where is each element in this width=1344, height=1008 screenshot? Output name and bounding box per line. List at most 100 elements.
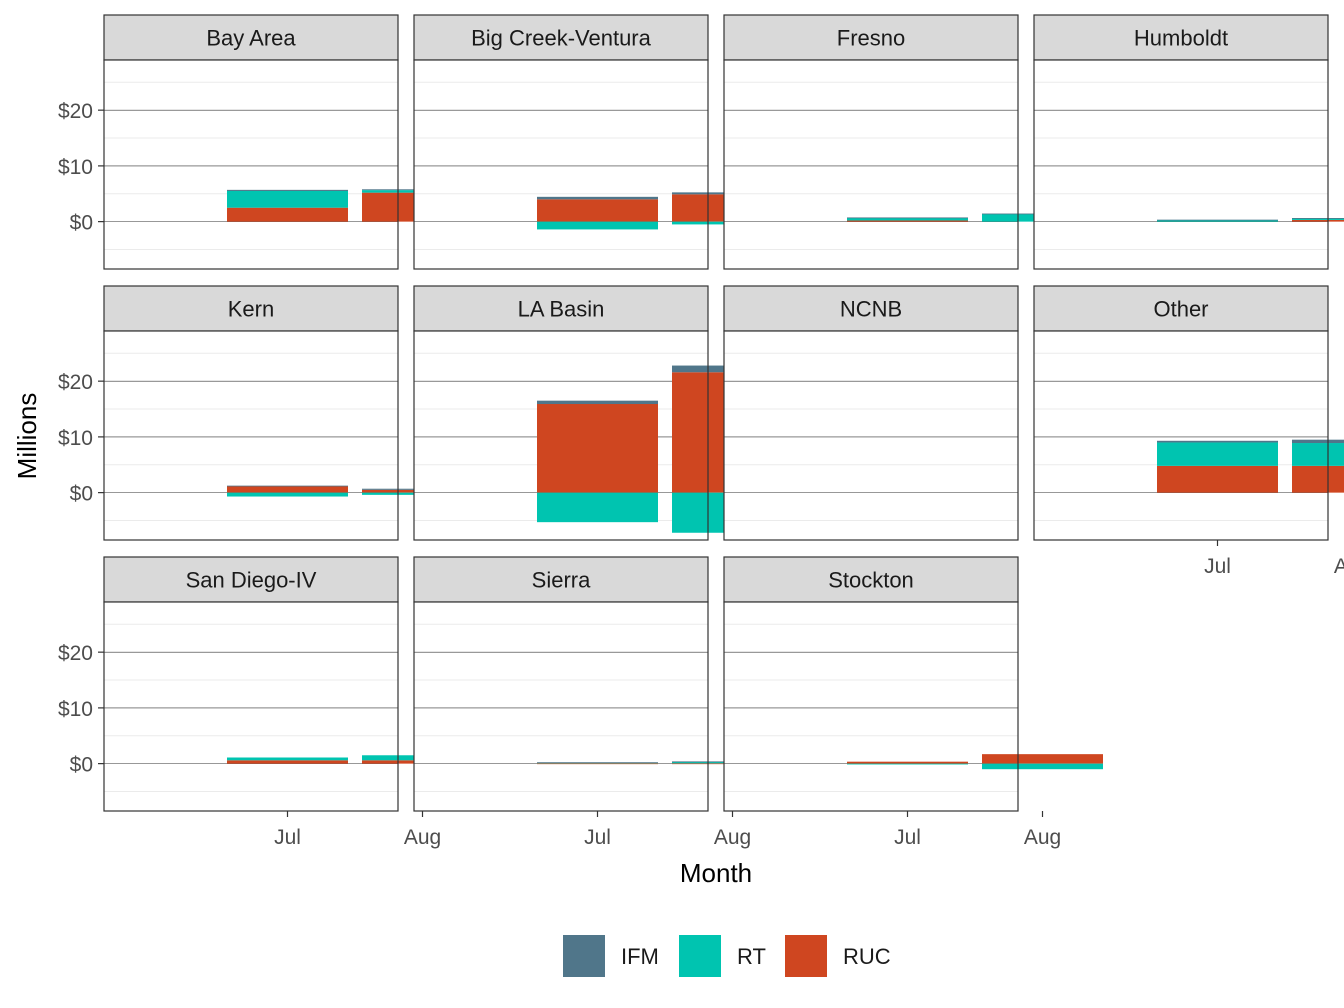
bar-other-aug-ifm xyxy=(1292,439,1344,444)
plot-area xyxy=(724,60,1018,269)
panel-border xyxy=(1033,59,1329,270)
bar-stockton-aug-rt xyxy=(982,763,1103,770)
plot-area xyxy=(724,602,1018,811)
x-tick-label: Aug xyxy=(404,826,441,849)
facet-strip-label: LA Basin xyxy=(518,297,605,322)
bar-la-basin-jul-ruc xyxy=(537,404,658,493)
bar-bay-area-jul-ifm xyxy=(227,189,348,191)
plot-area xyxy=(104,331,398,540)
bar-humboldt-jul-rt xyxy=(1157,219,1278,222)
facet-strip xyxy=(1033,14,1329,61)
facet-panel-sierra: Sierra xyxy=(413,556,793,812)
x-tick-label: Aug xyxy=(714,826,751,849)
bar-san-diego-iv-jul-rt xyxy=(227,757,348,761)
plot-area xyxy=(1034,331,1328,540)
panel-border xyxy=(103,59,399,270)
facet-strip-label: Humboldt xyxy=(1134,26,1228,51)
facet-strip xyxy=(723,14,1019,61)
facet-panel-san-diego-iv: San Diego-IV xyxy=(103,556,483,812)
facet-strip-label: NCNB xyxy=(840,297,902,322)
x-tick-label: Jul xyxy=(584,826,611,849)
facet-panel-ncnb: NCNB xyxy=(723,285,1019,541)
legend-label-ruc: RUC xyxy=(843,944,891,969)
bar-big-creek-ventura-jul-ifm xyxy=(537,196,658,200)
bar-humboldt-aug-ifm xyxy=(1292,218,1344,219)
facet-strip xyxy=(1033,285,1329,332)
facet-strip-label: San Diego-IV xyxy=(186,568,317,593)
y-tick-label: $0 xyxy=(70,754,93,777)
y-tick-label: $20 xyxy=(58,100,93,123)
plot-area xyxy=(724,331,1018,540)
plot-area xyxy=(414,602,708,811)
panel-border xyxy=(723,59,1019,270)
legend-item-ruc: RUC xyxy=(785,935,891,977)
facet-strip-label: Kern xyxy=(228,297,274,322)
panel-border xyxy=(103,330,399,541)
bar-humboldt-aug-ruc xyxy=(1292,219,1344,222)
facet-strip-label: Sierra xyxy=(532,568,591,593)
bar-stockton-jul-ruc xyxy=(847,761,968,764)
bar-big-creek-ventura-jul-ruc xyxy=(537,199,658,222)
bar-bay-area-jul-ruc xyxy=(227,207,348,222)
bar-other-jul-rt xyxy=(1157,442,1278,466)
x-tick-label: Jul xyxy=(274,826,301,849)
legend: IFM RT RUC xyxy=(563,935,891,977)
bar-fresno-jul-ifm xyxy=(847,217,968,219)
bar-fresno-jul-ruc xyxy=(847,220,968,222)
bar-stockton-jul-rt xyxy=(847,763,968,765)
facet-strip-label: Stockton xyxy=(828,568,914,593)
panel-border xyxy=(413,601,709,812)
y-tick-label: $0 xyxy=(70,483,93,506)
facet-strip-label: Bay Area xyxy=(206,26,296,51)
y-tick-label: $0 xyxy=(70,212,93,235)
x-tick-label: Jul xyxy=(894,826,921,849)
facet-strip xyxy=(103,285,399,332)
panel-border xyxy=(723,330,1019,541)
plot-area xyxy=(1034,60,1328,269)
bar-big-creek-ventura-jul-rt xyxy=(537,221,658,230)
bar-la-basin-jul-rt xyxy=(537,492,658,523)
facet-strip xyxy=(723,556,1019,603)
legend-label-rt: RT xyxy=(737,944,766,969)
bar-sierra-jul-ifm xyxy=(537,762,658,764)
bar-la-basin-jul-ifm xyxy=(537,400,658,405)
facet-strip xyxy=(103,556,399,603)
facet-strip-label: Other xyxy=(1153,297,1208,322)
legend-item-rt: RT xyxy=(679,935,766,977)
y-tick-label: $10 xyxy=(58,427,93,450)
plot-area xyxy=(104,60,398,269)
bar-sierra-jul-ruc xyxy=(537,763,658,765)
facet-strip xyxy=(413,285,709,332)
legend-key-rt xyxy=(679,935,721,977)
bar-other-jul-ifm xyxy=(1157,440,1278,443)
bar-san-diego-iv-jul-ruc xyxy=(227,760,348,764)
x-axis-title: Month xyxy=(680,858,752,888)
y-tick-label: $10 xyxy=(58,156,93,179)
bar-kern-jul-ruc xyxy=(227,485,348,493)
bar-other-jul-ruc xyxy=(1157,465,1278,493)
bar-humboldt-jul-ifm xyxy=(1157,219,1278,221)
bar-humboldt-aug-rt xyxy=(1292,218,1344,220)
panel-border xyxy=(103,601,399,812)
bar-fresno-jul-rt xyxy=(847,217,968,221)
facet-strip-label: Big Creek-Ventura xyxy=(471,26,652,51)
facet-panel-stockton: Stockton xyxy=(723,556,1103,812)
facet-panel-other: Other xyxy=(1033,285,1344,541)
facet-panel-fresno: Fresno xyxy=(723,14,1103,270)
bar-kern-jul-rt xyxy=(227,492,348,497)
legend-key-ifm xyxy=(563,935,605,977)
legend-item-ifm: IFM xyxy=(563,935,659,977)
facet-strip xyxy=(103,14,399,61)
y-axis-title: Millions xyxy=(12,393,42,480)
panel-border xyxy=(413,330,709,541)
x-tick-label: Aug xyxy=(1334,555,1344,578)
bar-other-aug-rt xyxy=(1292,443,1344,466)
plot-area xyxy=(414,60,708,269)
plot-area xyxy=(104,602,398,811)
bar-other-aug-ruc xyxy=(1292,465,1344,493)
y-tick-label: $10 xyxy=(58,698,93,721)
facet-strip-label: Fresno xyxy=(837,26,905,51)
legend-key-ruc xyxy=(785,935,827,977)
y-tick-label: $20 xyxy=(58,642,93,665)
